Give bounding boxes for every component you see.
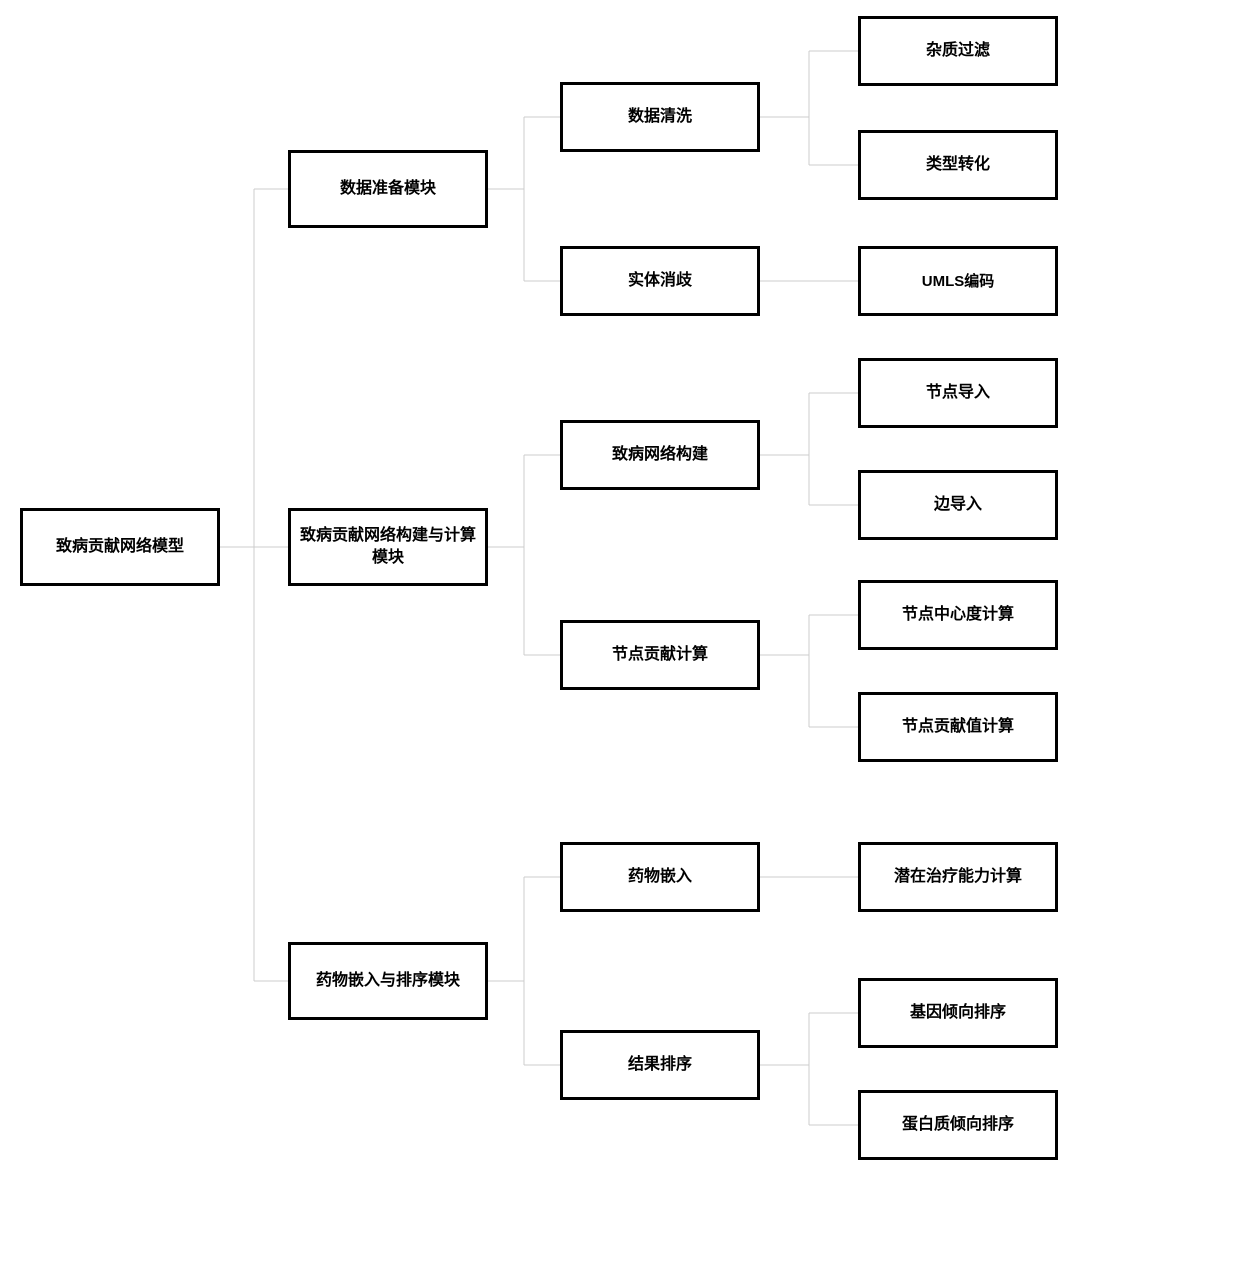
node-s31: 药物嵌入	[560, 842, 760, 912]
node-m3: 药物嵌入与排序模块	[288, 942, 488, 1020]
node-label: 杂质过滤	[926, 40, 990, 62]
node-l111: 杂质过滤	[858, 16, 1058, 86]
node-label: 潜在治疗能力计算	[894, 866, 1022, 888]
node-s11: 数据清洗	[560, 82, 760, 152]
node-s21: 致病网络构建	[560, 420, 760, 490]
node-label: 节点中心度计算	[902, 604, 1014, 626]
node-s22: 节点贡献计算	[560, 620, 760, 690]
node-label: 致病贡献网络构建与计算模块	[295, 525, 481, 570]
node-l321: 基因倾向排序	[858, 978, 1058, 1048]
node-label: 结果排序	[628, 1054, 692, 1076]
node-root: 致病贡献网络模型	[20, 508, 220, 586]
node-m2: 致病贡献网络构建与计算模块	[288, 508, 488, 586]
node-label: 类型转化	[926, 154, 990, 176]
node-l211: 节点导入	[858, 358, 1058, 428]
node-s32: 结果排序	[560, 1030, 760, 1100]
node-label: 节点导入	[926, 382, 990, 404]
node-label: 蛋白质倾向排序	[902, 1114, 1014, 1136]
node-l112: 类型转化	[858, 130, 1058, 200]
node-label: 致病网络构建	[612, 444, 708, 466]
node-label: 边导入	[934, 494, 982, 516]
node-s12: 实体消歧	[560, 246, 760, 316]
node-label: 数据清洗	[628, 106, 692, 128]
node-label: 药物嵌入	[628, 866, 692, 888]
node-label: 致病贡献网络模型	[56, 536, 184, 558]
node-l121: UMLS编码	[858, 246, 1058, 316]
node-label: 药物嵌入与排序模块	[316, 970, 460, 992]
node-label: 节点贡献值计算	[902, 716, 1014, 738]
node-m1: 数据准备模块	[288, 150, 488, 228]
node-label: 节点贡献计算	[612, 644, 708, 666]
node-l222: 节点贡献值计算	[858, 692, 1058, 762]
node-label: UMLS编码	[922, 271, 995, 292]
node-label: 数据准备模块	[340, 178, 436, 200]
node-label: 基因倾向排序	[910, 1002, 1006, 1024]
node-label: 实体消歧	[628, 270, 692, 292]
node-l311: 潜在治疗能力计算	[858, 842, 1058, 912]
node-l212: 边导入	[858, 470, 1058, 540]
node-l322: 蛋白质倾向排序	[858, 1090, 1058, 1160]
tree-diagram: 致病贡献网络模型 数据准备模块致病贡献网络构建与计算模块药物嵌入与排序模块 数据清洗…	[0, 0, 1240, 1279]
node-l221: 节点中心度计算	[858, 580, 1058, 650]
